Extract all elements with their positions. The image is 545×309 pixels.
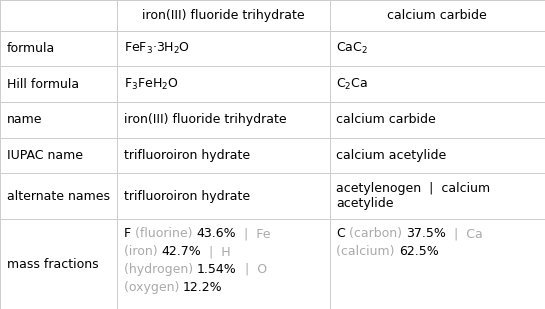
- Text: F: F: [124, 227, 131, 240]
- Text: name: name: [7, 113, 42, 126]
- Text: alternate names: alternate names: [7, 190, 110, 203]
- Text: |  Ca: | Ca: [446, 227, 483, 240]
- Text: IUPAC name: IUPAC name: [7, 149, 82, 162]
- Text: |  H: | H: [201, 245, 231, 258]
- Text: C$_2$Ca: C$_2$Ca: [336, 77, 368, 92]
- Text: mass fractions: mass fractions: [7, 258, 98, 271]
- Text: FeF$_3$·3H$_2$O: FeF$_3$·3H$_2$O: [124, 41, 190, 56]
- Text: iron(III) fluoride trihydrate: iron(III) fluoride trihydrate: [142, 9, 305, 22]
- Text: trifluoroiron hydrate: trifluoroiron hydrate: [124, 190, 250, 203]
- Text: (calcium): (calcium): [336, 245, 399, 258]
- Text: F$_3$FeH$_2$O: F$_3$FeH$_2$O: [124, 77, 178, 92]
- Text: |  O: | O: [237, 263, 267, 276]
- Text: (oxygen): (oxygen): [124, 281, 183, 294]
- Text: (hydrogen): (hydrogen): [124, 263, 197, 276]
- Text: 43.6%: 43.6%: [196, 227, 236, 240]
- Text: |  Fe: | Fe: [236, 227, 270, 240]
- Text: 62.5%: 62.5%: [399, 245, 439, 258]
- Text: trifluoroiron hydrate: trifluoroiron hydrate: [124, 149, 250, 162]
- Text: 37.5%: 37.5%: [406, 227, 446, 240]
- Text: 1.54%: 1.54%: [197, 263, 237, 276]
- Text: CaC$_2$: CaC$_2$: [336, 41, 368, 56]
- Text: 12.2%: 12.2%: [183, 281, 223, 294]
- Text: C: C: [336, 227, 345, 240]
- Text: (fluorine): (fluorine): [131, 227, 196, 240]
- Text: calcium carbide: calcium carbide: [387, 9, 487, 22]
- Text: iron(III) fluoride trihydrate: iron(III) fluoride trihydrate: [124, 113, 286, 126]
- Text: acetylenogen  |  calcium
acetylide: acetylenogen | calcium acetylide: [336, 182, 490, 210]
- Text: Hill formula: Hill formula: [7, 78, 78, 91]
- Text: (carbon): (carbon): [345, 227, 406, 240]
- Text: calcium acetylide: calcium acetylide: [336, 149, 446, 162]
- Text: calcium carbide: calcium carbide: [336, 113, 436, 126]
- Text: formula: formula: [7, 42, 55, 55]
- Text: (iron): (iron): [124, 245, 161, 258]
- Text: 42.7%: 42.7%: [161, 245, 201, 258]
